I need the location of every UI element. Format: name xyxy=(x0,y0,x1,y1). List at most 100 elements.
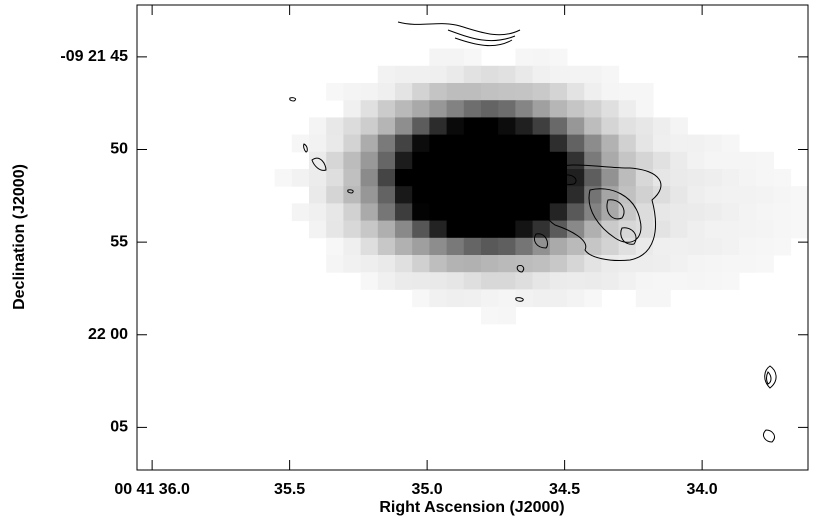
pixel xyxy=(291,169,310,187)
pixel xyxy=(704,169,723,187)
pixel xyxy=(687,255,706,273)
pixel xyxy=(463,169,482,187)
pixel xyxy=(618,83,637,101)
pixel xyxy=(773,169,792,187)
pixel xyxy=(618,134,637,153)
pixel xyxy=(721,237,740,256)
pixel xyxy=(446,220,465,239)
pixel xyxy=(567,237,585,256)
pixel xyxy=(653,272,671,290)
pixel xyxy=(549,83,568,101)
pixel xyxy=(429,65,448,84)
pixel xyxy=(377,83,396,101)
pixel xyxy=(481,117,499,136)
y-tick-label: 05 xyxy=(110,419,128,436)
pixel xyxy=(670,203,688,222)
pixel xyxy=(463,272,482,290)
x-tick-label: 34.0 xyxy=(687,481,718,498)
pixel xyxy=(704,272,723,290)
pixel xyxy=(653,186,671,204)
pixel xyxy=(549,151,568,170)
pixel xyxy=(463,65,482,84)
pixel xyxy=(653,289,671,308)
pixel xyxy=(515,289,534,308)
pixel xyxy=(704,220,723,239)
pixel xyxy=(395,169,413,187)
contour xyxy=(515,297,524,302)
pixel xyxy=(515,100,534,118)
pixel xyxy=(326,169,344,187)
pixel xyxy=(481,203,499,222)
contour xyxy=(397,21,521,36)
pixel xyxy=(515,169,534,187)
pixel xyxy=(739,203,757,222)
pixel xyxy=(481,169,499,187)
pixel xyxy=(377,203,396,222)
pixel xyxy=(549,65,568,84)
pixel xyxy=(326,255,344,273)
pixel xyxy=(601,65,620,84)
pixel xyxy=(532,117,551,136)
pixel xyxy=(360,203,379,222)
pixel xyxy=(532,100,551,118)
pixel xyxy=(721,134,740,153)
pixel xyxy=(515,151,534,170)
pixel xyxy=(309,117,327,136)
pixel xyxy=(584,83,602,101)
pixel xyxy=(481,306,499,325)
pixel xyxy=(481,134,499,153)
pixel xyxy=(532,134,551,153)
pixel xyxy=(687,237,706,256)
x-axis-label: Right Ascension (J2000) xyxy=(379,499,564,516)
pixel xyxy=(549,255,568,273)
pixel xyxy=(635,237,654,256)
pixel xyxy=(790,220,809,239)
pixel xyxy=(532,237,551,256)
pixel xyxy=(412,203,430,222)
pixel xyxy=(756,169,774,187)
pixel xyxy=(618,220,637,239)
pixel xyxy=(412,100,430,118)
pixel xyxy=(412,272,430,290)
pixel xyxy=(360,169,379,187)
pixel xyxy=(704,255,723,273)
pixel xyxy=(360,255,379,273)
pixel xyxy=(481,83,499,101)
pixel xyxy=(343,83,362,101)
pixel xyxy=(463,151,482,170)
pixel xyxy=(343,237,362,256)
pixel xyxy=(515,134,534,153)
pixel xyxy=(446,134,465,153)
pixel xyxy=(687,134,706,153)
pixel xyxy=(567,65,585,84)
pixel xyxy=(721,203,740,222)
pixel xyxy=(567,272,585,290)
pixel xyxy=(704,186,723,204)
pixel xyxy=(635,134,654,153)
pixel xyxy=(446,289,465,308)
pixel xyxy=(549,48,568,67)
pixel xyxy=(498,151,516,170)
pixel xyxy=(446,65,465,84)
pixel xyxy=(618,272,637,290)
pixel xyxy=(756,255,774,273)
pixel xyxy=(429,255,448,273)
pixel xyxy=(670,169,688,187)
pixel xyxy=(395,117,413,136)
pixel xyxy=(377,151,396,170)
pixel xyxy=(584,203,602,222)
pixel xyxy=(515,186,534,204)
pixel xyxy=(343,220,362,239)
pixel xyxy=(429,100,448,118)
pixel xyxy=(429,220,448,239)
pixel xyxy=(463,100,482,118)
y-tick-label: 50 xyxy=(110,141,128,158)
pixel xyxy=(653,220,671,239)
contour xyxy=(303,143,308,153)
pixel xyxy=(773,186,792,204)
pixel xyxy=(463,48,482,67)
pixel xyxy=(481,237,499,256)
pixel xyxy=(756,220,774,239)
pixel xyxy=(395,272,413,290)
